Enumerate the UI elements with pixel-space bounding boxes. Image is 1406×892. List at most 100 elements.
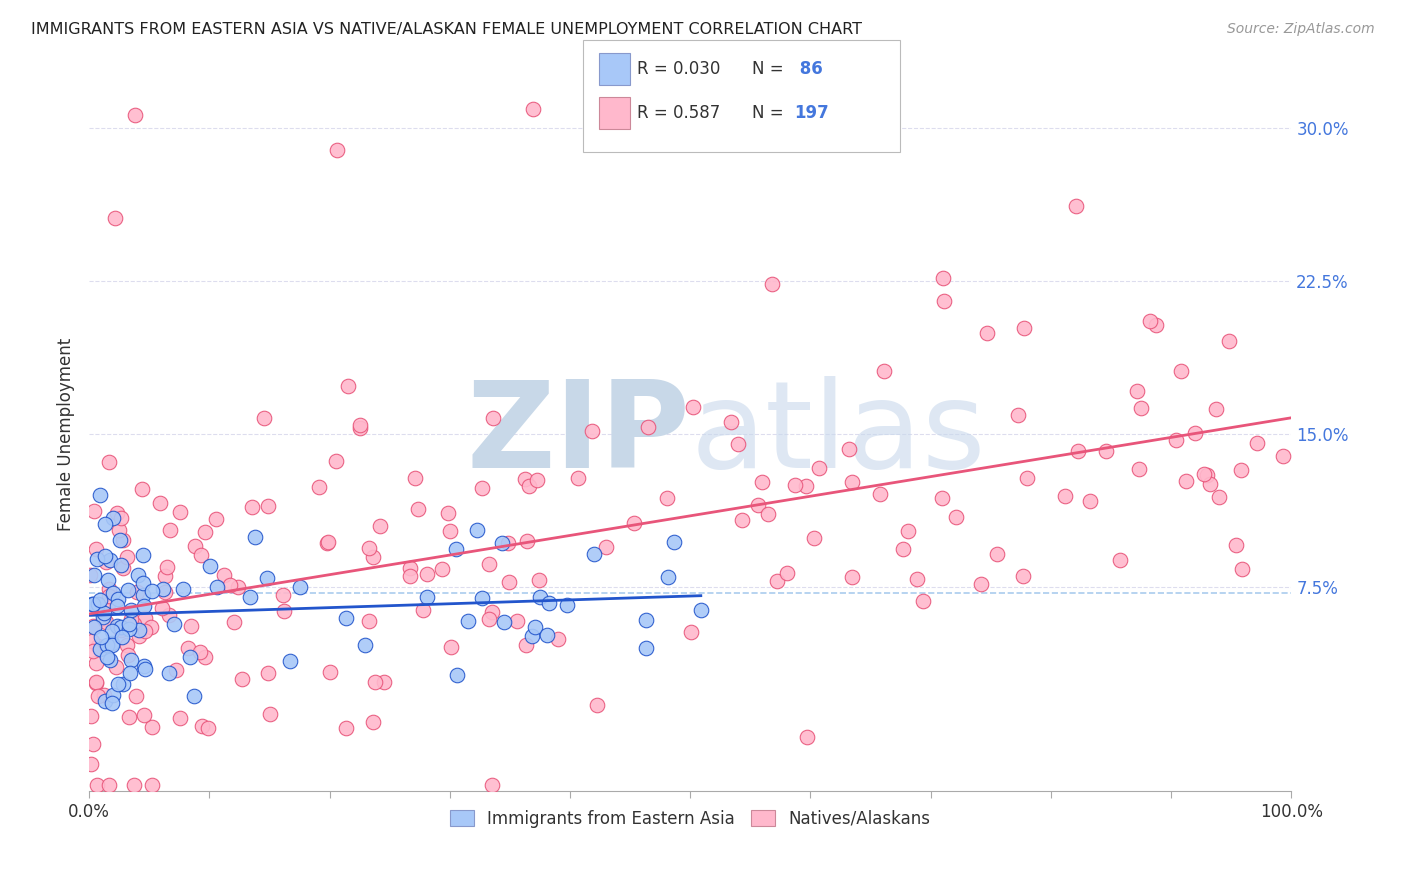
Point — [132, 575, 155, 590]
Point — [259, 707, 281, 722]
Point — [94, 555, 117, 569]
Point — [101, 635, 124, 649]
Point — [357, 541, 380, 555]
Point — [1066, 444, 1088, 458]
Point — [93, 688, 115, 702]
Point — [169, 505, 191, 519]
Point — [416, 566, 439, 581]
Point — [1205, 401, 1227, 416]
Point — [1271, 449, 1294, 463]
Point — [98, 653, 121, 667]
Point — [157, 608, 180, 623]
Point — [110, 511, 132, 525]
Point — [110, 620, 132, 634]
Point — [125, 690, 148, 704]
Point — [79, 567, 101, 582]
Point — [188, 645, 211, 659]
Point — [273, 604, 295, 618]
Point — [91, 610, 114, 624]
Point — [139, 620, 162, 634]
Point — [506, 614, 529, 628]
Point — [1225, 538, 1247, 552]
Point — [761, 277, 783, 292]
Point — [117, 638, 139, 652]
Point — [1166, 434, 1188, 448]
Point — [89, 593, 111, 607]
Point — [93, 612, 115, 626]
Point — [547, 632, 569, 646]
Point — [522, 102, 544, 116]
Point — [239, 590, 262, 604]
Point — [536, 628, 558, 642]
Point — [134, 662, 156, 676]
Point — [689, 603, 711, 617]
Point — [932, 293, 955, 308]
Point — [634, 613, 657, 627]
Point — [1054, 489, 1077, 503]
Point — [399, 569, 422, 583]
Point — [97, 589, 120, 603]
Point — [363, 674, 385, 689]
Point — [165, 663, 187, 677]
Point — [945, 510, 967, 524]
Point — [581, 424, 603, 438]
Point — [1192, 467, 1215, 481]
Point — [1130, 401, 1153, 415]
Point — [122, 778, 145, 792]
Point — [86, 675, 108, 690]
Point — [100, 696, 122, 710]
Point — [682, 401, 704, 415]
Point — [131, 482, 153, 496]
Point — [131, 549, 153, 563]
Point — [94, 615, 117, 630]
Point — [808, 461, 831, 475]
Point — [194, 650, 217, 665]
Point — [120, 653, 142, 667]
Point — [357, 615, 380, 629]
Point — [93, 606, 115, 620]
Point — [194, 525, 217, 540]
Point — [84, 656, 107, 670]
Point — [430, 562, 453, 576]
Point — [80, 757, 103, 772]
Text: 86: 86 — [794, 60, 823, 78]
Point — [132, 599, 155, 613]
Point — [107, 677, 129, 691]
Text: ZIP: ZIP — [467, 376, 690, 493]
Point — [98, 582, 121, 596]
Point — [932, 270, 955, 285]
Point — [83, 504, 105, 518]
Point — [107, 592, 129, 607]
Point — [157, 665, 180, 680]
Point — [1139, 314, 1161, 328]
Point — [83, 568, 105, 582]
Point — [838, 442, 860, 456]
Point — [897, 524, 920, 538]
Point — [180, 618, 202, 632]
Point — [82, 597, 104, 611]
Text: N =: N = — [752, 104, 783, 122]
Point — [245, 530, 267, 544]
Point — [111, 630, 134, 644]
Point — [124, 108, 146, 122]
Point — [1246, 436, 1268, 450]
Point — [516, 533, 538, 548]
Point — [82, 619, 104, 633]
Point — [335, 721, 357, 735]
Point — [595, 540, 617, 554]
Point — [256, 571, 278, 585]
Point — [498, 574, 520, 589]
Point — [1184, 425, 1206, 440]
Point — [1128, 462, 1150, 476]
Point — [1232, 562, 1254, 576]
Point — [776, 566, 799, 580]
Point — [373, 675, 395, 690]
Point — [363, 714, 385, 729]
Point — [163, 617, 186, 632]
Point — [200, 559, 222, 574]
Point — [1144, 318, 1167, 332]
Point — [115, 549, 138, 564]
Point — [101, 585, 124, 599]
Point — [976, 326, 998, 340]
Point — [96, 649, 118, 664]
